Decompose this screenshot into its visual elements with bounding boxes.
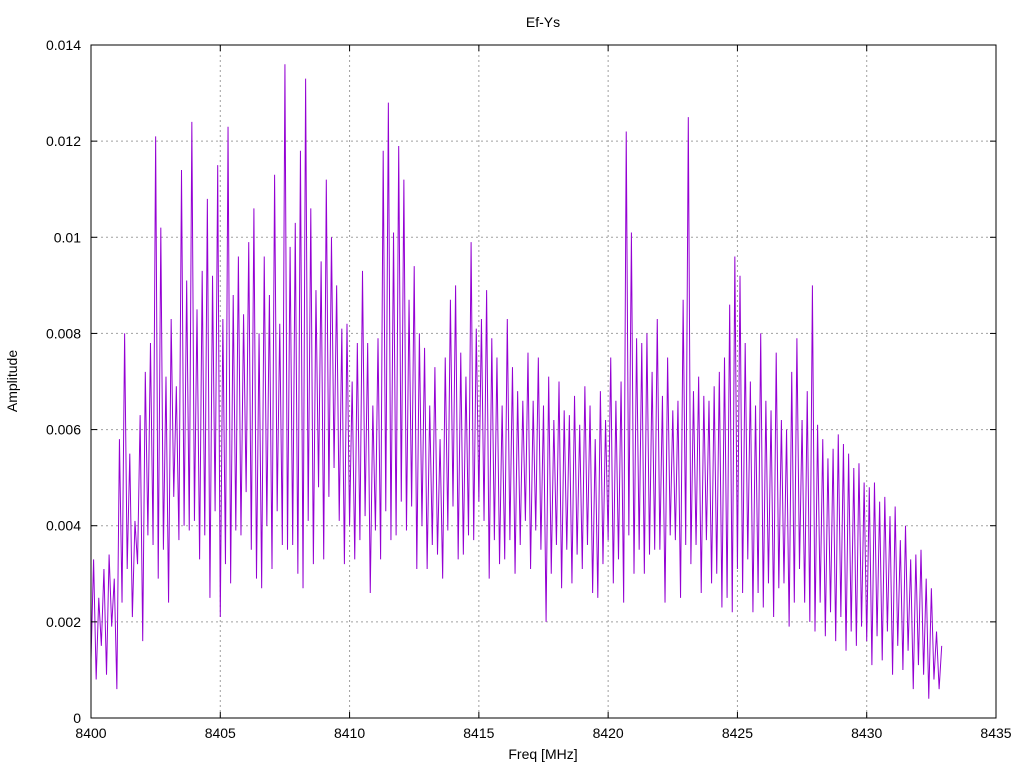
x-tick-label: 8425 [722,725,753,741]
y-tick-label: 0.002 [46,614,81,630]
y-tick-label: 0 [73,710,81,726]
y-tick-label: 0.004 [46,518,81,534]
y-tick-labels: 0 0.002 0.004 0.006 0.008 0.01 0.012 0.014 [46,37,81,726]
y-tick-label: 0.008 [46,325,81,341]
y-tick-label: 0.01 [54,229,81,245]
x-tick-label: 8420 [593,725,624,741]
x-tick-label: 8415 [463,725,494,741]
x-tick-label: 8405 [205,725,236,741]
tick-marks [90,44,997,719]
x-tick-label: 8435 [980,725,1011,741]
x-tick-label: 8400 [75,725,106,741]
series-line [90,64,943,699]
y-tick-label: 0.014 [46,37,81,53]
x-tick-label: 8410 [334,725,365,741]
y-axis-label: Amplitude [4,350,20,412]
plot-frame [90,44,997,719]
y-tick-label: 0.006 [46,422,81,438]
x-tick-labels: 8400 8405 8410 8415 8420 8425 8430 8435 [75,725,1011,741]
chart-title: Ef-Ys [526,14,560,30]
x-axis-label: Freq [MHz] [508,746,577,762]
x-tick-label: 8430 [851,725,882,741]
series-layer [90,64,943,699]
y-tick-label: 0.012 [46,133,81,149]
